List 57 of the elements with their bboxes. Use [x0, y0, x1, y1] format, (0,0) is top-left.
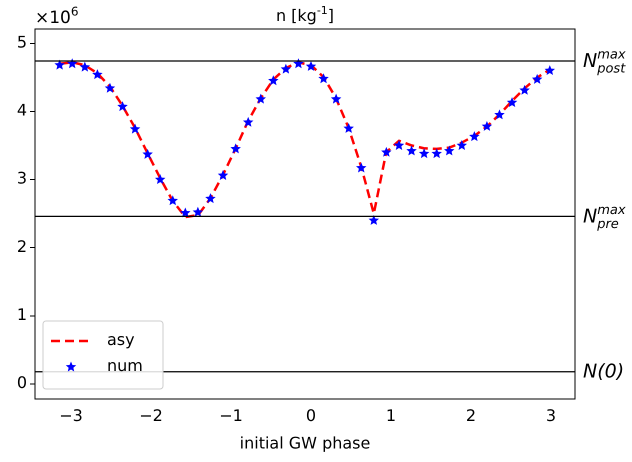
- point: [519, 84, 530, 95]
- point: [66, 58, 78, 68]
- point: [92, 69, 103, 80]
- point: [80, 62, 90, 72]
- point: [192, 206, 204, 217]
- point: [306, 60, 316, 71]
- point: [418, 148, 430, 158]
- point: [280, 64, 292, 74]
- y-tick-label: 4: [16, 100, 27, 120]
- point: [330, 94, 342, 104]
- point: [180, 207, 191, 218]
- point: [256, 94, 266, 104]
- point: [230, 143, 241, 154]
- point: [218, 170, 228, 180]
- point: [142, 148, 153, 159]
- x-tick-label: 3: [546, 406, 556, 425]
- point: [368, 214, 380, 225]
- point: [268, 75, 279, 86]
- point: [506, 97, 518, 108]
- x-axis-title: initial GW phase: [240, 434, 370, 453]
- point: [343, 122, 354, 133]
- point: [293, 58, 304, 68]
- x-tick-label: −1: [219, 406, 243, 425]
- point: [168, 195, 178, 206]
- point: [356, 162, 366, 172]
- x-tick-label: −2: [139, 406, 163, 425]
- point: [117, 101, 128, 112]
- point: [494, 109, 505, 120]
- point: [54, 60, 65, 70]
- point: [544, 65, 556, 76]
- point: [318, 73, 329, 84]
- y-tick-label: 0: [16, 373, 27, 392]
- y-tick-label: 1: [16, 305, 27, 324]
- point: [104, 82, 116, 93]
- y-tick-label: 3: [16, 168, 27, 188]
- point: [469, 131, 480, 142]
- point: [431, 148, 442, 158]
- point: [242, 116, 254, 127]
- point: [532, 74, 542, 84]
- legend-label: num: [107, 356, 143, 376]
- x-tick-label: 0: [306, 406, 316, 425]
- x-tick-label: 2: [466, 406, 476, 425]
- point: [394, 140, 404, 150]
- point: [406, 145, 417, 156]
- point: [456, 140, 468, 150]
- legend-label: asy: [107, 330, 135, 350]
- point: [444, 145, 454, 156]
- point: [205, 193, 216, 204]
- ref-line-label: N(0): [583, 360, 624, 383]
- point: [130, 124, 140, 134]
- x-tick-label: 1: [386, 406, 396, 425]
- point: [482, 120, 492, 131]
- point: [154, 174, 166, 184]
- x-tick-label: −3: [59, 406, 83, 425]
- y-tick-label: 2: [16, 236, 27, 256]
- point: [381, 146, 392, 157]
- y-tick-label: 5: [16, 32, 27, 52]
